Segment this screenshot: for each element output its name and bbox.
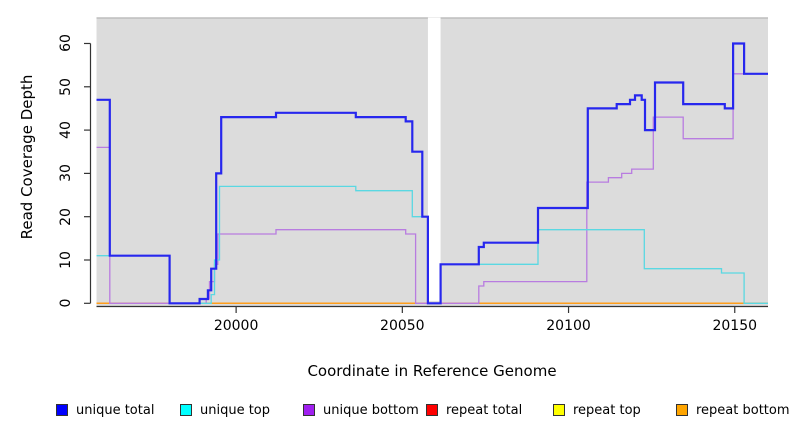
legend-item-repeat-top: repeat top [553, 402, 641, 418]
x-tick-label: 20000 [213, 318, 259, 334]
series-unique-top [96, 185, 768, 304]
x-tick-label: 20050 [380, 318, 425, 334]
y-tick-label: 20 [58, 207, 74, 226]
legend-swatch-repeat-bottom [676, 404, 688, 416]
y-tick-label: 50 [58, 77, 74, 96]
series-unique-bottom [96, 73, 768, 304]
legend-label-unique-total: unique total [76, 402, 155, 418]
legend-item-unique-top: unique top [180, 402, 270, 418]
legend-label-repeat-bottom: repeat bottom [696, 402, 790, 418]
legend-swatch-repeat-top [553, 404, 565, 416]
series-unique-total [96, 42, 768, 305]
x-tick-label: 20150 [712, 318, 758, 334]
legend-item-unique-total: unique total [56, 402, 154, 418]
y-tick-label: 40 [58, 121, 74, 139]
legend-label-repeat-total: repeat total [446, 402, 523, 418]
y-tick-label: 0 [58, 298, 74, 308]
y-tick-label: 10 [58, 251, 74, 269]
legend-swatch-repeat-total [426, 404, 438, 416]
y-axis-title: Read Coverage Depth [18, 74, 36, 240]
y-tick-label: 60 [58, 34, 74, 53]
x-tick-label: 20100 [546, 318, 591, 334]
legend-item-repeat-total: repeat total [426, 402, 522, 418]
gap-band [427, 17, 441, 301]
legend-item-unique-bottom: unique bottom [303, 402, 419, 418]
x-axis-title: Coordinate in Reference Genome [307, 362, 557, 380]
legend: unique total unique top unique bottom repea… [0, 402, 792, 424]
legend-item-repeat-bottom: repeat bottom [676, 402, 790, 418]
legend-swatch-unique-top [180, 404, 192, 416]
legend-label-unique-bottom: unique bottom [323, 402, 419, 418]
y-tick-label: 30 [58, 164, 74, 183]
legend-swatch-unique-bottom [303, 404, 315, 416]
legend-swatch-unique-total [56, 404, 68, 416]
legend-label-repeat-top: repeat top [573, 402, 641, 418]
legend-label-unique-top: unique top [200, 402, 271, 418]
